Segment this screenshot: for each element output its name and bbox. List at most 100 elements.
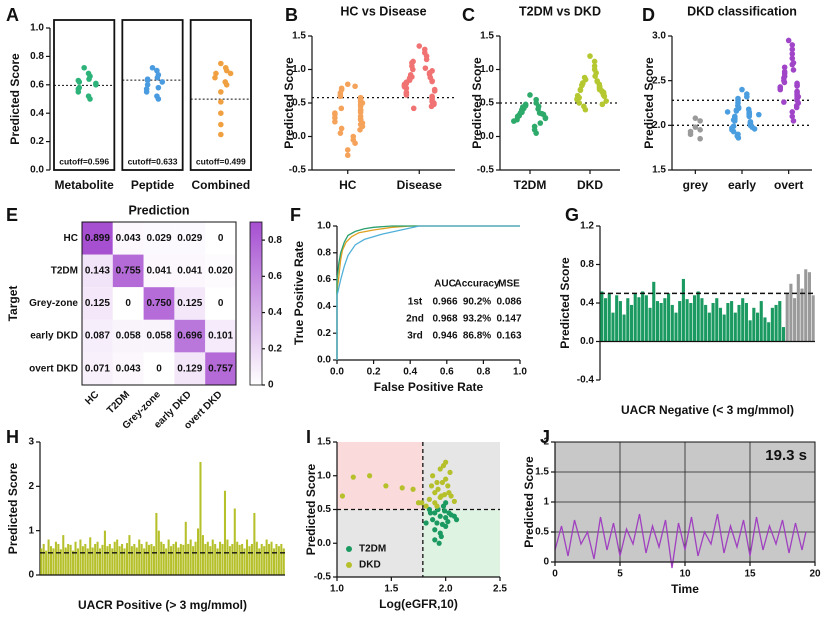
heatmap-cell xyxy=(143,319,175,353)
data-point xyxy=(75,89,82,95)
bar xyxy=(600,291,604,342)
bar xyxy=(42,543,45,575)
bar xyxy=(689,303,693,342)
data-point xyxy=(790,118,797,124)
colorbar-tick-label: 0.2 xyxy=(268,343,282,354)
bar xyxy=(94,543,97,575)
row-label: overt DKD xyxy=(29,363,78,374)
bar xyxy=(221,543,224,575)
x-tick-label: Disease xyxy=(397,178,443,192)
y-axis-label: Predicted Score xyxy=(282,57,296,149)
x-tick-label: 0 xyxy=(552,569,558,580)
heatmap-cell xyxy=(143,254,175,288)
bar xyxy=(800,288,804,342)
x-tick-label: 20 xyxy=(809,569,821,580)
heatmap-cell xyxy=(82,222,113,255)
y-tick-label: -0.4 xyxy=(577,375,595,386)
heatmap-cell xyxy=(205,352,236,385)
bar xyxy=(696,291,700,342)
bar xyxy=(277,546,280,575)
bar xyxy=(681,278,685,342)
data-point xyxy=(338,105,345,112)
heatmap-cell xyxy=(143,287,175,320)
bar xyxy=(74,541,77,575)
data-point xyxy=(744,93,750,100)
data-point xyxy=(697,135,703,142)
panel-label: H xyxy=(6,427,19,447)
data-point xyxy=(76,79,83,85)
table-cell: 90.2% xyxy=(463,297,491,308)
bar xyxy=(177,547,180,575)
bar xyxy=(152,546,155,575)
y-tick-label: 1.0 xyxy=(292,64,306,75)
bar xyxy=(718,307,723,342)
colorbar xyxy=(249,221,263,386)
data-point xyxy=(155,84,162,91)
data-point xyxy=(542,115,549,122)
legend-label: T2DM xyxy=(359,544,386,555)
data-point xyxy=(154,67,160,74)
y-axis-label: Predicted Score xyxy=(8,53,22,145)
bar xyxy=(116,539,119,575)
colorbar-tick-label: 0.8 xyxy=(268,235,282,246)
data-point xyxy=(697,127,703,133)
bar xyxy=(89,537,92,575)
table-header: AUC xyxy=(434,279,456,290)
data-point xyxy=(789,55,796,62)
cell-label: 0.125 xyxy=(177,298,202,309)
table-row-name: 3rd xyxy=(407,331,423,342)
data-point xyxy=(435,486,441,492)
x-tick-label: DKD xyxy=(577,178,603,192)
x-tick-label: T2DM xyxy=(514,178,547,192)
data-point xyxy=(746,113,752,120)
group-frame xyxy=(53,19,116,171)
heatmap-cell xyxy=(112,319,144,353)
bar xyxy=(125,543,129,575)
bar xyxy=(280,543,283,575)
x-tick-label: HC xyxy=(339,178,357,192)
cutoff-label: cutoff=0.499 xyxy=(196,156,246,166)
table-cell: 86.8% xyxy=(463,331,491,342)
y-tick-label: 0.0 xyxy=(480,131,494,142)
bar xyxy=(763,317,767,342)
data-point xyxy=(756,111,762,118)
y-tick-label: 2.5 xyxy=(652,75,666,86)
bar xyxy=(626,298,630,342)
bar xyxy=(91,547,94,575)
data-point xyxy=(730,128,737,135)
data-point xyxy=(430,517,436,523)
bar xyxy=(692,295,697,342)
bar xyxy=(793,298,797,342)
data-point xyxy=(218,121,224,128)
bar xyxy=(182,544,185,575)
table-cell: 0.086 xyxy=(496,297,521,308)
cell-label: 0.129 xyxy=(177,363,202,374)
x-tick-label: 0.8 xyxy=(476,367,490,378)
bar xyxy=(741,298,745,342)
panel-label: G xyxy=(565,205,579,225)
bar xyxy=(118,546,121,575)
bar xyxy=(143,548,146,575)
bar xyxy=(258,548,261,575)
cell-label: 0.899 xyxy=(85,233,110,244)
y-tick-label: 1.0 xyxy=(480,64,494,75)
bar xyxy=(184,521,187,575)
bar xyxy=(40,548,43,575)
bar xyxy=(216,548,219,575)
cell-label: 0.696 xyxy=(177,331,202,342)
colorbar-tick-label: 0.4 xyxy=(268,307,282,318)
data-point xyxy=(599,101,606,108)
data-point xyxy=(428,103,435,110)
bar xyxy=(145,541,148,575)
bar xyxy=(248,546,251,575)
bar xyxy=(189,539,192,575)
bar xyxy=(72,550,75,575)
heatmap-cell xyxy=(82,352,113,385)
data-point xyxy=(794,83,800,89)
y-tick-label: -0.5 xyxy=(289,165,307,176)
colorbar-tick-label: 0.6 xyxy=(268,271,282,282)
x-tick-label: 0.6 xyxy=(440,367,454,378)
data-point xyxy=(218,60,224,67)
cell-label: 0.029 xyxy=(177,233,202,244)
bar xyxy=(228,546,231,575)
